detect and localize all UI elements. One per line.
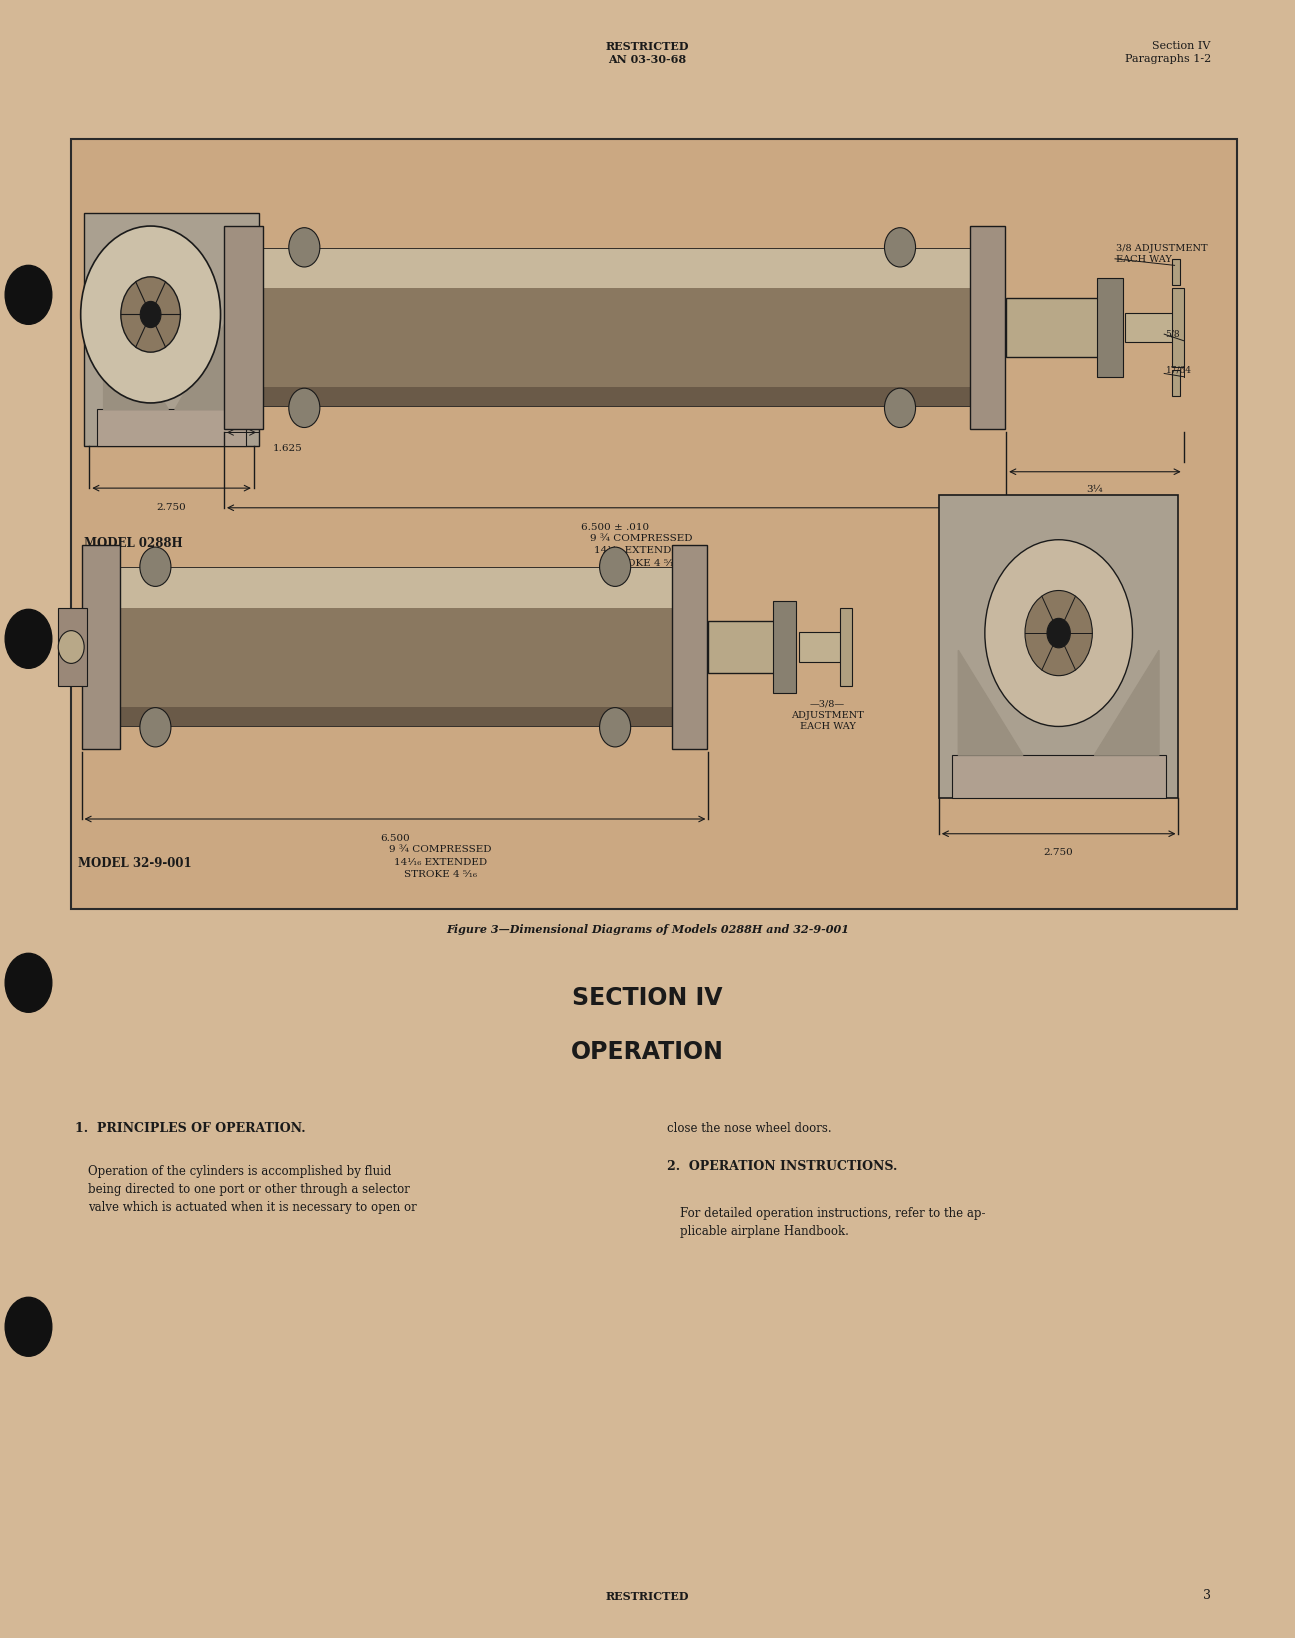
- Circle shape: [600, 547, 631, 586]
- Polygon shape: [104, 298, 168, 410]
- Text: 9 ¾ COMPRESSED
14¹⁄₁₆ EXTENDED
STROKE 4 ⁵⁄₁₆: 9 ¾ COMPRESSED 14¹⁄₁₆ EXTENDED STROKE 4 …: [388, 845, 492, 880]
- Text: 5/8: 5/8: [1166, 329, 1180, 339]
- Text: RESTRICTED: RESTRICTED: [606, 1590, 689, 1602]
- Polygon shape: [958, 650, 1023, 755]
- Text: 2.750: 2.750: [1044, 848, 1074, 857]
- Text: OPERATION: OPERATION: [571, 1040, 724, 1065]
- Circle shape: [984, 539, 1132, 726]
- Text: close the nose wheel doors.: close the nose wheel doors.: [667, 1122, 831, 1135]
- Circle shape: [884, 388, 916, 428]
- Text: RESTRICTED: RESTRICTED: [606, 41, 689, 52]
- Bar: [773, 601, 796, 693]
- Text: Paragraphs 1-2: Paragraphs 1-2: [1124, 54, 1211, 64]
- Circle shape: [1046, 618, 1070, 647]
- Text: 17/64: 17/64: [1166, 365, 1191, 375]
- Text: 2.750: 2.750: [157, 503, 186, 511]
- Text: 6.500: 6.500: [381, 834, 409, 842]
- Bar: [110, 568, 680, 608]
- Bar: [970, 226, 1005, 429]
- Bar: [82, 545, 120, 749]
- Text: Figure 3—Dimensional Diagrams of Models 0288H and 32-9-001: Figure 3—Dimensional Diagrams of Models …: [445, 924, 850, 935]
- Text: 6.500 ± .010: 6.500 ± .010: [581, 523, 649, 531]
- Text: For detailed operation instructions, refer to the ap-
plicable airplane Handbook: For detailed operation instructions, ref…: [680, 1207, 985, 1238]
- Text: 3¼: 3¼: [1087, 485, 1103, 493]
- Text: 3: 3: [1203, 1589, 1211, 1602]
- Bar: [97, 410, 246, 446]
- Circle shape: [5, 609, 52, 668]
- Bar: [253, 249, 978, 288]
- Text: 1.  PRINCIPLES OF OPERATION.: 1. PRINCIPLES OF OPERATION.: [75, 1122, 306, 1135]
- Text: SECTION IV: SECTION IV: [572, 986, 723, 1011]
- Circle shape: [5, 265, 52, 324]
- Circle shape: [289, 388, 320, 428]
- Text: Section IV: Section IV: [1153, 41, 1211, 51]
- Bar: [1006, 298, 1112, 357]
- Bar: [840, 608, 852, 686]
- Bar: [253, 249, 978, 406]
- Bar: [110, 568, 680, 726]
- Bar: [939, 495, 1178, 798]
- Bar: [253, 387, 978, 406]
- Circle shape: [5, 1297, 52, 1356]
- Circle shape: [80, 226, 220, 403]
- Text: Operation of the cylinders is accomplished by fluid
being directed to one port o: Operation of the cylinders is accomplish…: [88, 1165, 417, 1214]
- Text: 9 ¾ COMPRESSED
14¹⁄₁₆ EXTENDED
STROKE 4 ⁵⁄₁₆: 9 ¾ COMPRESSED 14¹⁄₁₆ EXTENDED STROKE 4 …: [589, 534, 693, 568]
- Text: 1.625: 1.625: [273, 444, 302, 452]
- Circle shape: [140, 301, 161, 328]
- Text: AN 03-30-68: AN 03-30-68: [609, 54, 686, 66]
- Bar: [71, 139, 1237, 909]
- Circle shape: [140, 547, 171, 586]
- Text: 3/8 ADJUSTMENT
EACH WAY: 3/8 ADJUSTMENT EACH WAY: [1116, 244, 1208, 264]
- Bar: [58, 608, 87, 686]
- Text: 2.  OPERATION INSTRUCTIONS.: 2. OPERATION INSTRUCTIONS.: [667, 1160, 897, 1173]
- Bar: [224, 226, 263, 429]
- Polygon shape: [175, 298, 240, 410]
- Circle shape: [884, 228, 916, 267]
- Circle shape: [58, 631, 84, 663]
- Circle shape: [289, 228, 320, 267]
- Bar: [1172, 370, 1180, 396]
- Bar: [1125, 313, 1175, 342]
- Circle shape: [140, 708, 171, 747]
- Circle shape: [5, 953, 52, 1012]
- Bar: [110, 706, 680, 726]
- Bar: [1097, 278, 1123, 377]
- Bar: [799, 632, 843, 662]
- Circle shape: [600, 708, 631, 747]
- Bar: [952, 755, 1166, 798]
- Text: MODEL 32-9-001: MODEL 32-9-001: [78, 857, 192, 870]
- Text: MODEL 0288H: MODEL 0288H: [84, 537, 183, 550]
- Bar: [708, 621, 786, 673]
- Polygon shape: [1094, 650, 1159, 755]
- Circle shape: [120, 277, 180, 352]
- Bar: [1172, 259, 1180, 285]
- Bar: [672, 545, 707, 749]
- Circle shape: [1024, 590, 1093, 675]
- Bar: [84, 213, 259, 446]
- Bar: [1172, 288, 1184, 367]
- Text: —3/8—
ADJUSTMENT
EACH WAY: —3/8— ADJUSTMENT EACH WAY: [791, 699, 864, 731]
